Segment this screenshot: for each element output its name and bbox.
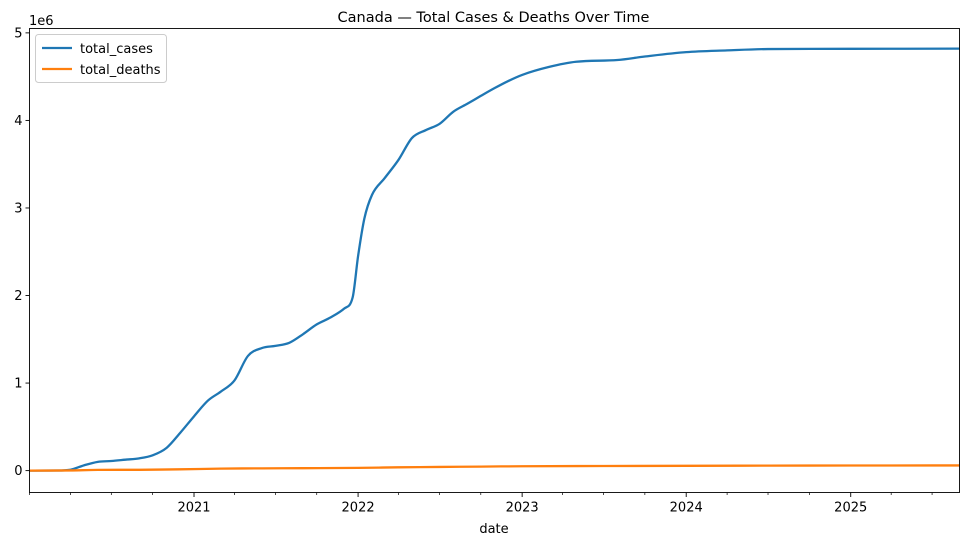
x-tick-label: 2022: [342, 501, 375, 516]
axes-layer: 0 1 2 3 4 5 2021 2022 2023 2024 2025: [14, 26, 933, 516]
legend: total_cases total_deaths: [35, 34, 167, 83]
y-tick-label: 4: [14, 114, 22, 129]
y-tick-label: 2: [14, 289, 22, 304]
chart-title: Canada — Total Cases & Deaths Over Time: [338, 10, 650, 26]
y-offset-label: 1e6: [29, 14, 54, 29]
plot-layer: [29, 47, 960, 472]
x-tick-label: 2023: [506, 501, 539, 516]
legend-frame: [35, 34, 167, 83]
y-tick-label: 1: [14, 377, 22, 392]
legend-label-total-cases: total_cases: [80, 42, 153, 57]
x-axis-label: date: [479, 522, 508, 537]
x-tick-label: 2021: [177, 501, 210, 516]
series-line-total-deaths: [29, 464, 960, 472]
y-tick-label: 5: [14, 26, 22, 41]
y-tick-label: 3: [14, 201, 22, 216]
legend-label-total-deaths: total_deaths: [80, 63, 161, 78]
x-tick-label: 2025: [834, 501, 867, 516]
y-tick-label: 0: [14, 464, 22, 479]
x-tick-label: 2024: [670, 501, 703, 516]
series-line-total-cases: [29, 47, 960, 472]
plot-frame: [29, 28, 960, 493]
